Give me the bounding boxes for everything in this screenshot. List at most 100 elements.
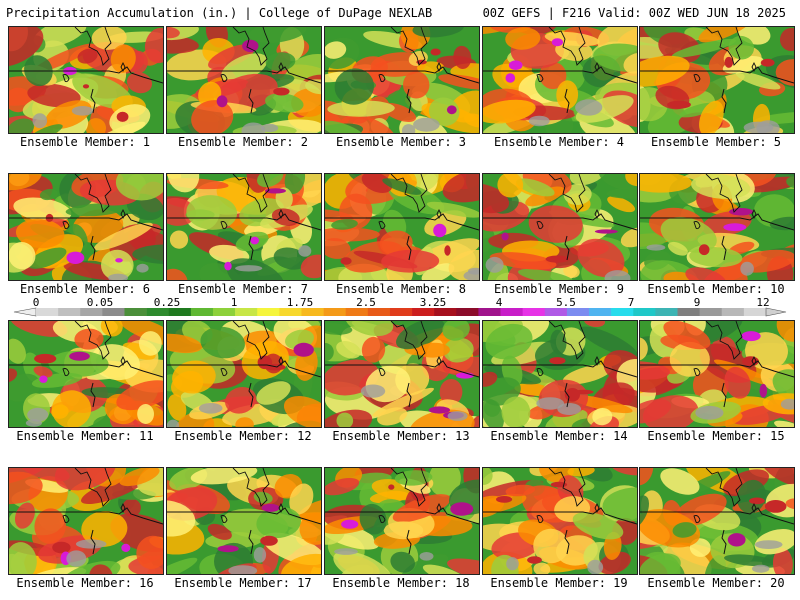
lake-outline	[220, 368, 228, 377]
ensemble-member-label: Ensemble Member: 19	[490, 576, 628, 590]
ensemble-member-map	[324, 320, 480, 428]
lake-outline	[278, 208, 284, 220]
lake-outline	[751, 355, 757, 367]
colorbar-swatch	[589, 308, 612, 316]
colorbar-tick-label: 0.25	[154, 296, 181, 309]
lake-outline	[406, 529, 412, 555]
lake-outline	[278, 502, 284, 514]
precip-field	[167, 468, 321, 574]
lake-outline	[62, 74, 70, 83]
colorbar-tick-label: 1.75	[287, 296, 314, 309]
colorbar-tick-label: 5.5	[556, 296, 576, 309]
colorbar-swatch	[389, 308, 413, 316]
colorbar-tick-label: 0.05	[87, 296, 114, 309]
ensemble-member-label: Ensemble Member: 12	[174, 429, 312, 443]
coastline	[705, 321, 743, 360]
border-line	[640, 507, 794, 525]
border-line	[9, 66, 163, 84]
lake-outline	[751, 208, 757, 220]
lake-outline	[536, 515, 544, 524]
chart-title: Precipitation Accumulation (in.) | Colle…	[6, 6, 433, 20]
lake-outline	[248, 529, 254, 555]
border-line	[167, 360, 321, 378]
coastline	[74, 27, 112, 66]
colorbar-swatch	[522, 308, 546, 316]
run-valid-time: 00Z GEFS | F216 Valid: 00Z WED JUN 18 20…	[482, 6, 786, 20]
ensemble-member-label: Ensemble Member: 4	[493, 135, 625, 149]
precip-field	[483, 468, 637, 574]
precip-field	[9, 468, 163, 574]
precip-field	[9, 27, 163, 133]
lake-outline	[693, 368, 701, 377]
ensemble-member-map	[8, 173, 164, 281]
ensemble-member-label: Ensemble Member: 2	[177, 135, 309, 149]
colorbar-tick-label: 3.25	[420, 296, 447, 309]
lake-outline	[378, 368, 386, 377]
border-line	[9, 213, 163, 231]
colorbar-swatch	[301, 308, 324, 316]
ensemble-member-label: Ensemble Member: 7	[177, 282, 309, 296]
colorbar-swatch	[235, 308, 258, 316]
lake-outline	[278, 355, 284, 367]
precip-field	[167, 174, 321, 280]
ensemble-member-map	[324, 26, 480, 134]
colorbar-swatch	[434, 308, 457, 316]
lake-outline	[594, 208, 600, 220]
border-line	[325, 66, 479, 84]
precip-field	[325, 27, 479, 133]
lake-outline	[536, 368, 544, 377]
coastline	[548, 321, 586, 360]
colorbar-swatch	[500, 308, 523, 316]
colorbar-swatch	[323, 308, 346, 316]
ensemble-member-map	[166, 467, 322, 575]
ensemble-member-label: Ensemble Member: 16	[16, 576, 154, 590]
precip-field	[325, 321, 479, 427]
ensemble-member-map	[166, 173, 322, 281]
ensemble-member-map	[482, 320, 638, 428]
lake-outline	[436, 355, 442, 367]
lake-outline	[594, 502, 600, 514]
lake-outline	[120, 208, 126, 220]
colorbar-tick-label: 12	[756, 296, 769, 309]
lake-outline	[564, 382, 570, 408]
border-line	[9, 507, 163, 525]
lake-outline	[721, 88, 727, 114]
colorbar-swatch	[146, 308, 170, 316]
border-line	[640, 213, 794, 231]
colorbar-swatch	[80, 308, 103, 316]
ensemble-member-label: Ensemble Member: 20	[647, 576, 785, 590]
lake-outline	[90, 235, 96, 261]
coastline	[390, 468, 428, 507]
ensemble-member-label: Ensemble Member: 1	[19, 135, 151, 149]
lake-outline	[751, 61, 757, 73]
border-line	[167, 507, 321, 525]
colorbar-swatch	[743, 308, 767, 316]
lake-outline	[564, 88, 570, 114]
precip-field	[167, 27, 321, 133]
colorbar-swatch	[566, 308, 590, 316]
lake-outline	[120, 61, 126, 73]
ensemble-member-label: Ensemble Member: 15	[647, 429, 785, 443]
colorbar-swatch	[611, 308, 634, 316]
colorbar-tick-label: 7	[628, 296, 635, 309]
precip-field	[325, 468, 479, 574]
ensemble-member-label: Ensemble Member: 11	[16, 429, 154, 443]
ensemble-member-map	[166, 320, 322, 428]
precip-field	[640, 174, 794, 280]
lake-outline	[220, 515, 228, 524]
ensemble-member-map	[8, 320, 164, 428]
colorbar-swatch	[168, 308, 192, 316]
precip-field	[9, 174, 163, 280]
coastline	[390, 174, 428, 213]
ensemble-member-map	[639, 467, 795, 575]
colorbar-swatch	[478, 308, 501, 316]
ensemble-member-map	[639, 26, 795, 134]
precip-field	[640, 27, 794, 133]
lake-outline	[406, 88, 412, 114]
coastline	[548, 468, 586, 507]
precip-field	[167, 321, 321, 427]
coastline	[232, 174, 270, 213]
colorbar-swatch	[36, 308, 59, 316]
coastline	[705, 468, 743, 507]
coastline	[232, 468, 270, 507]
